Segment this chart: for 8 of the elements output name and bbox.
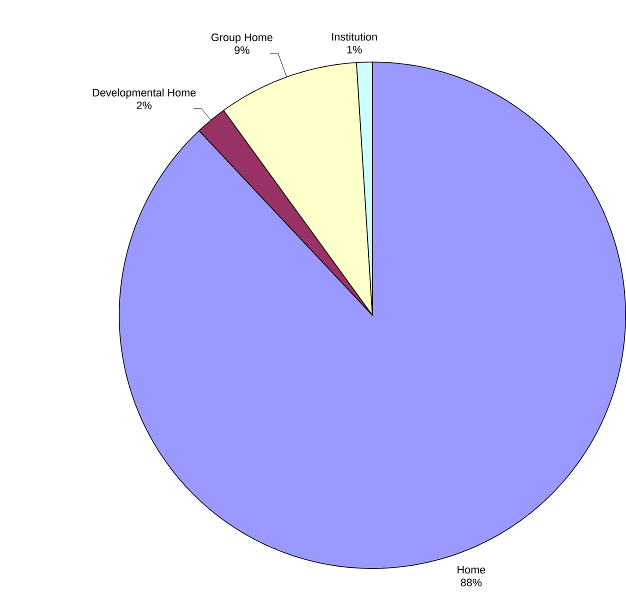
data-label: 1% (347, 46, 362, 54)
slice-label: Home (458, 566, 486, 574)
slice-label: Institution (332, 32, 377, 41)
slice-label: Group Home (211, 34, 272, 44)
data-label: 9% (234, 46, 250, 54)
data-label: 88% (460, 578, 482, 586)
data-label: 2% (136, 102, 152, 110)
slice-label: Developmental Home (92, 88, 196, 99)
